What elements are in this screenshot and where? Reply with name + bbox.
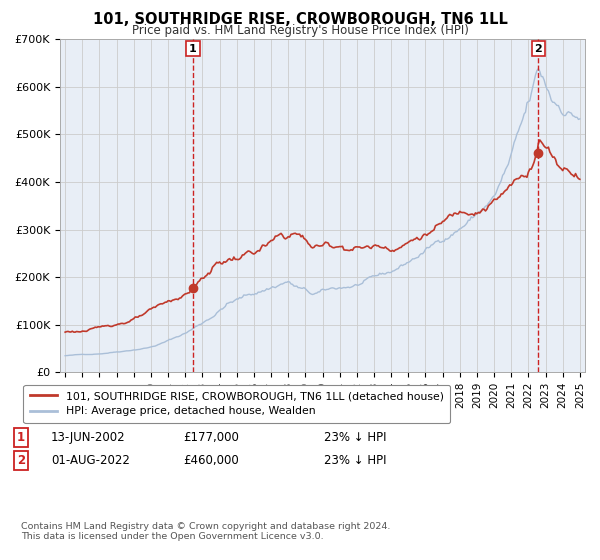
Text: £460,000: £460,000 [183, 454, 239, 467]
Text: 13-JUN-2002: 13-JUN-2002 [51, 431, 125, 445]
Text: £177,000: £177,000 [183, 431, 239, 445]
Text: 2: 2 [17, 454, 25, 467]
Text: Price paid vs. HM Land Registry's House Price Index (HPI): Price paid vs. HM Land Registry's House … [131, 24, 469, 36]
Text: 01-AUG-2022: 01-AUG-2022 [51, 454, 130, 467]
Legend: 101, SOUTHRIDGE RISE, CROWBOROUGH, TN6 1LL (detached house), HPI: Average price,: 101, SOUTHRIDGE RISE, CROWBOROUGH, TN6 1… [23, 385, 450, 423]
Text: Contains HM Land Registry data © Crown copyright and database right 2024.
This d: Contains HM Land Registry data © Crown c… [21, 522, 391, 542]
Text: 1: 1 [17, 431, 25, 445]
Text: 1: 1 [189, 44, 197, 54]
Text: 2: 2 [535, 44, 542, 54]
Text: 23% ↓ HPI: 23% ↓ HPI [324, 454, 386, 467]
Text: 23% ↓ HPI: 23% ↓ HPI [324, 431, 386, 445]
Text: 101, SOUTHRIDGE RISE, CROWBOROUGH, TN6 1LL: 101, SOUTHRIDGE RISE, CROWBOROUGH, TN6 1… [92, 12, 508, 27]
